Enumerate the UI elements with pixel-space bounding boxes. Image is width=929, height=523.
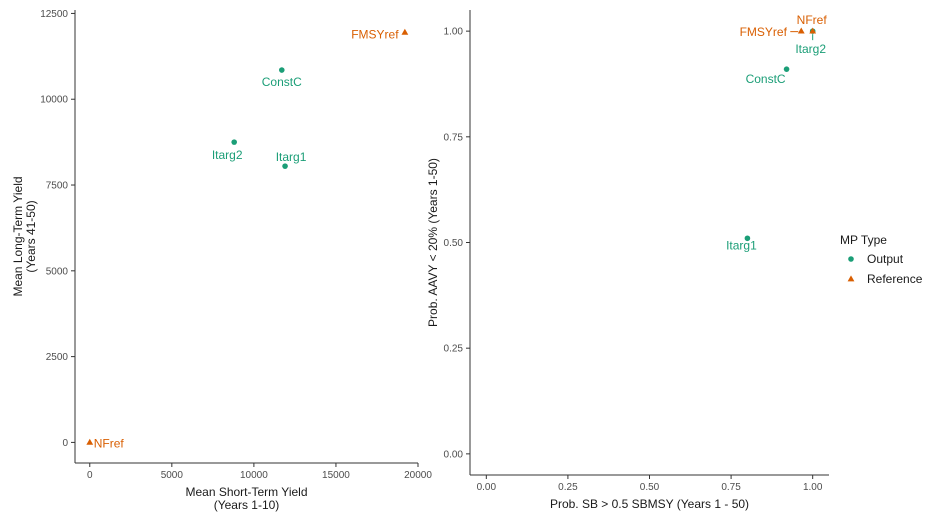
point-label-nfref: NFref: [94, 436, 125, 450]
x-tick-label: 0.75: [721, 482, 741, 493]
point-constc: [783, 66, 790, 72]
point-itarg1: [744, 235, 751, 242]
point-constc: [278, 67, 285, 73]
legend-key-reference: [847, 275, 855, 282]
x-axis-title: Mean Short-Term Yield: [185, 485, 307, 499]
legend-title: MP Type: [840, 233, 887, 247]
point-label-itarg2: Itarg2: [795, 42, 826, 56]
x-tick-label: 1.00: [803, 482, 823, 493]
point-label-itarg1: Itarg1: [726, 238, 757, 252]
left-panel-short-vs-long-term-yield: 0 5000 10000 15000 20000 0 2500 5000 7500 10000 12…: [11, 9, 432, 512]
x-tick-label: 0.50: [640, 482, 660, 493]
point-label-constc: ConstC: [262, 75, 302, 89]
y-axis-title: (Years 41-50): [24, 200, 38, 272]
x-tick-label: 10000: [240, 470, 268, 481]
x-axis-title: Prob. SB > 0.5 SBMSY (Years 1 - 50): [550, 497, 749, 511]
x-axis-title: (Years 1-10): [214, 498, 280, 512]
y-tick-label: 10000: [40, 95, 68, 106]
point-itarg1: [282, 163, 288, 169]
point-itarg2: [231, 139, 237, 145]
y-tick-label: 1.00: [444, 27, 464, 38]
x-tick-label: 5000: [161, 470, 184, 481]
point-label-itarg1: Itarg1: [276, 150, 307, 164]
legend-label-output: Output: [867, 252, 904, 266]
y-tick-label: 12500: [40, 9, 68, 20]
point-nfref: [809, 27, 817, 34]
legend-key-output: [848, 256, 854, 262]
legend-label-reference: Reference: [867, 272, 923, 286]
point-fmsyref: [797, 27, 805, 34]
x-tick-label: 0.00: [477, 482, 497, 493]
point-nfref: [86, 438, 94, 445]
x-tick-label: 15000: [322, 470, 350, 481]
y-tick-label: 0: [62, 438, 68, 449]
y-tick-label: 5000: [46, 266, 69, 277]
y-tick-label: 0.00: [444, 449, 464, 460]
y-axis-title: Mean Long-Term Yield: [11, 176, 25, 296]
y-tick-label: 0.50: [444, 238, 464, 249]
x-tick-label: 20000: [404, 470, 432, 481]
legend: MP Type Output Reference: [840, 233, 923, 286]
x-tick-label: 0: [87, 470, 93, 481]
point-label-fmsyref: FMSYref: [351, 27, 399, 41]
right-panel-probability-sb-vs-aavy: 0.00 0.25 0.50 0.75 1.00 0.00 0.25 0.50 0.75 1.00…: [426, 10, 829, 511]
point-label-nfref: NFref: [797, 13, 828, 27]
point-fmsyref: [401, 28, 409, 35]
y-tick-label: 7500: [46, 181, 69, 192]
point-label-constc: ConstC: [746, 72, 786, 86]
y-tick-label: 2500: [46, 352, 69, 363]
point-label-fmsyref: FMSYref: [740, 25, 788, 39]
y-tick-label: 0.25: [444, 344, 464, 355]
x-tick-label: 0.25: [558, 482, 578, 493]
point-label-itarg2: Itarg2: [212, 148, 243, 162]
y-axis-title: Prob. AAVY < 20% (Years 1-50): [426, 158, 440, 327]
y-tick-label: 0.75: [444, 132, 464, 143]
